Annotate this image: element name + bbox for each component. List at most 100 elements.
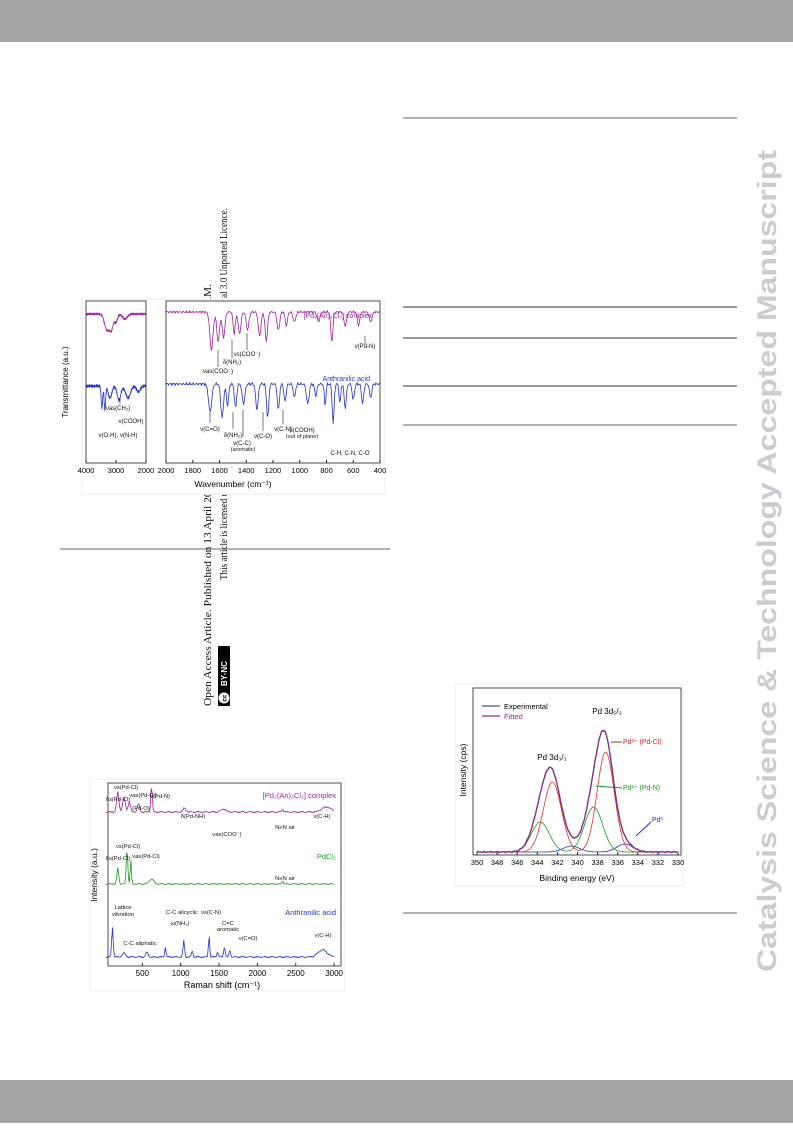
ir-annotation: δ(NH₂) xyxy=(223,360,241,366)
raman-annotation: νas(COO⁻) xyxy=(212,832,241,838)
pointer xyxy=(635,821,652,837)
peak-label: Pd 3d₅/₂ xyxy=(592,707,621,716)
raman-annotation: aromatic xyxy=(217,927,239,933)
ir-acid-trace xyxy=(165,381,381,424)
raman-annotation: C-C aliphatic xyxy=(123,941,156,947)
tick-label: 338 xyxy=(591,858,604,867)
tick-label: 342 xyxy=(551,858,564,867)
tick-label: 346 xyxy=(511,858,524,867)
raman-annotation: Lattice xyxy=(114,905,131,911)
ir-complex-trace xyxy=(85,311,147,334)
ir-annotation: (aromatic) xyxy=(231,447,256,453)
pointer xyxy=(595,785,623,789)
header-bar xyxy=(0,0,793,42)
tick-label: 336 xyxy=(611,858,624,867)
tick-label: 348 xyxy=(491,858,504,867)
tick-label: 1800 xyxy=(184,466,201,475)
raman-annotation: (Pd-O) xyxy=(132,806,149,812)
badge-text: BY-NC xyxy=(220,661,229,686)
ir-annotation: δ(COOH) xyxy=(289,428,314,434)
ir-y-label: Transmittance (a.u.) xyxy=(61,346,70,418)
legend-label: Fitted xyxy=(504,712,523,721)
raman-acid-label: Anthranilic acid xyxy=(285,908,336,917)
tick-label: 2000 xyxy=(249,969,267,978)
tick-label: 332 xyxy=(652,858,665,867)
tick-label: 2500 xyxy=(287,969,305,978)
ir-annotation: ν(O-H), ν(N-H) xyxy=(99,433,138,439)
peak-label: Pd 3d₃/₂ xyxy=(537,753,567,762)
component-label: Pd²⁺ (Pd-N) xyxy=(623,785,660,792)
tick-label: 1000 xyxy=(172,969,190,978)
ir-acid-label: Anthranilic acid xyxy=(323,376,371,383)
badge-cc: cc xyxy=(222,694,229,702)
tick-label: 400 xyxy=(374,466,387,475)
raman-x-label: Raman shift (cm⁻¹) xyxy=(184,980,260,990)
tick-label: 350 xyxy=(471,858,484,867)
tick-label: 1200 xyxy=(265,466,282,475)
tick-label: 3000 xyxy=(108,466,125,475)
tick-label: 2000 xyxy=(138,466,155,475)
tick-label: 2000 xyxy=(158,466,175,475)
ir-annotation: νas(COO⁻) xyxy=(203,369,233,375)
tick-label: 344 xyxy=(531,858,544,867)
raman-annotation: C=C xyxy=(222,921,234,927)
raman-acid-trace xyxy=(105,927,335,959)
raman-axes xyxy=(107,782,342,967)
tick-label: 600 xyxy=(347,466,360,475)
ir-annotation: ν(C-O) xyxy=(254,434,272,440)
raman-annotation: ν(C-H) xyxy=(313,814,330,820)
raman-annotation: νs(Pd-Cl) xyxy=(114,785,138,791)
raman-complex-trace xyxy=(105,788,335,814)
ir-complex-trace xyxy=(165,309,381,351)
raman-y-label: Intensity (a.u.) xyxy=(89,848,99,902)
raman-annotation: ν(Pd-N) xyxy=(150,794,170,800)
cc-badge: cc BY-NC xyxy=(218,646,230,706)
raman-annotation: νas(Pd-Cl) xyxy=(129,793,156,799)
ir-x-label: Wavenumber (cm⁻¹) xyxy=(195,479,272,489)
tick-label: 334 xyxy=(632,858,645,867)
raman-annotation: νas(Pd-Cl) xyxy=(132,854,159,860)
ir-annotation: C-H, C-N, C-O xyxy=(331,451,370,457)
ir-annotation: νs(COO⁻) xyxy=(234,352,261,358)
raman-annotation: ν(C=O) xyxy=(239,936,258,942)
raman-annotation: N≡N air xyxy=(275,825,295,831)
open-access-note: Open Access Article. Published on 13 Apr… xyxy=(203,284,214,706)
xps-fitted xyxy=(477,729,678,853)
ir-acid-trace xyxy=(85,383,147,411)
ir-annotation: ν(Pd-N) xyxy=(355,344,376,350)
ir-annotation: ν(C-N) xyxy=(274,427,292,433)
component-label: Pd⁰ xyxy=(652,816,664,824)
tick-label: 500 xyxy=(136,969,150,978)
raman-annotation: vibration xyxy=(112,912,134,918)
component-label: Pd²⁺ (Pd-Cl) xyxy=(623,739,662,746)
raman-annotation: νs(C-N) xyxy=(201,910,221,916)
raman-pdcl2-trace xyxy=(105,852,335,886)
footer-bar xyxy=(0,1080,793,1123)
tick-label: 340 xyxy=(571,858,584,867)
tick-label: 4000 xyxy=(78,466,95,475)
raman-annotation: ν(C-H) xyxy=(314,933,331,939)
figure-raman-frame xyxy=(89,778,346,992)
ir-annotation: ν(C=O) xyxy=(200,427,220,433)
badge-icon xyxy=(218,692,230,704)
raman-pdcl2-label: PdCl₂ xyxy=(317,852,336,861)
legend-label: Experimental xyxy=(504,702,548,711)
tick-label: 330 xyxy=(672,858,685,867)
xps-x-label: Binding energy (eV) xyxy=(539,873,614,883)
tick-label: 800 xyxy=(320,466,333,475)
ir-complex-label: [Pd₂(An)₂Cl₂] complex xyxy=(304,313,373,320)
raman-annotation: δ(Pd-NH) xyxy=(181,814,206,820)
tick-label: 3000 xyxy=(325,969,343,978)
raman-annotation: ω(NH₂) xyxy=(170,921,189,927)
tick-label: 1000 xyxy=(291,466,308,475)
raman-complex-label: [Pd₂(An)₂Cl₂] complex xyxy=(263,791,337,800)
ir-annotation: ν(COOH) xyxy=(119,419,144,425)
ir-annotation: νas(CH₂) xyxy=(106,406,130,412)
raman-annotation: δs(Pd-Cl) xyxy=(106,797,131,803)
raman-annotation: N≡N air xyxy=(275,876,295,882)
ir-annotation: (out of plane) xyxy=(286,434,319,440)
raman-annotation: C-C alicyclic xyxy=(166,910,198,916)
raman-annotation: δs(Pd-Cl) xyxy=(106,856,131,862)
